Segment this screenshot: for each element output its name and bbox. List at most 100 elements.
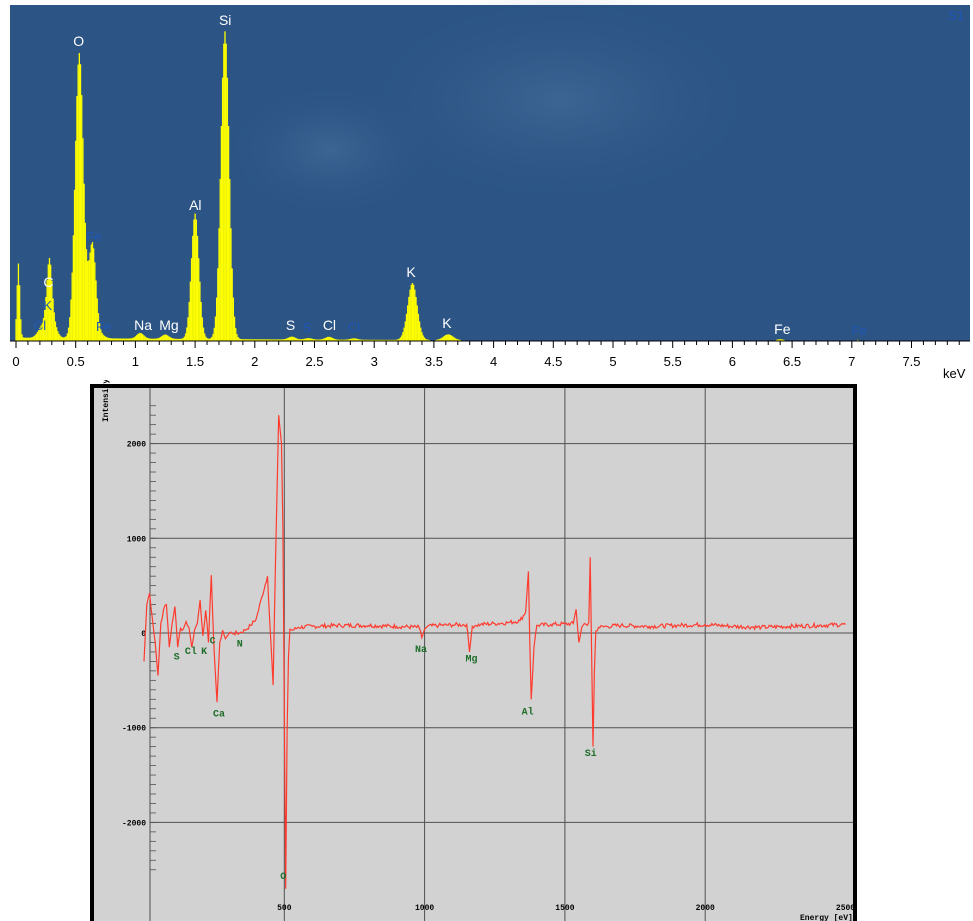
spectrum-bar (110, 338, 113, 341)
spectrum-bar (350, 338, 353, 341)
spectrum-bar (90, 244, 92, 341)
spectrum-bar (413, 284, 415, 341)
top-peak-label: K (43, 298, 52, 313)
spectrum-bar (331, 337, 334, 341)
spectrum-bar (58, 333, 60, 341)
spectrum-bar (361, 339, 363, 341)
spectrum-bar (241, 339, 243, 341)
spectrum-bar (50, 264, 52, 341)
spectrum-bar (20, 319, 22, 341)
bottom-element-label: Ca (213, 709, 225, 720)
bottom-element-label: C (210, 636, 216, 647)
spectrum-bar (24, 337, 27, 341)
spectrum-bar (417, 313, 420, 341)
bottom-series-line (143, 415, 846, 889)
spectrum-bar (71, 272, 73, 341)
spectrum-bar (39, 327, 41, 341)
spectrum-bar (319, 339, 322, 341)
spectrum-bar (261, 339, 263, 341)
spectrum-bar (410, 284, 412, 341)
spectrum-bar (201, 317, 203, 341)
spectrum-bar (857, 339, 859, 341)
top-x-tick-label: 5.5 (664, 354, 682, 369)
top-x-tick-label: 5 (609, 354, 616, 369)
spectrum-bar (70, 299, 72, 341)
spectrum-bar (192, 235, 194, 341)
spectrum-bar (411, 282, 414, 341)
spectrum-bar (299, 339, 301, 341)
spectrum-bar (383, 339, 385, 341)
spectrum-bar (403, 327, 405, 341)
spectrum-bar (458, 339, 460, 341)
top-peak-label: Fe (852, 323, 867, 338)
spectrum-bar (89, 252, 91, 341)
spectrum-bar (251, 339, 254, 341)
spectrum-bar (258, 339, 261, 341)
spectrum-bar (57, 331, 59, 341)
spectrum-bar (178, 338, 181, 341)
spectrum-bar (81, 95, 83, 341)
spectrum-bar (270, 339, 273, 341)
spectrum-bar (428, 339, 430, 341)
spectrum-bar (230, 228, 232, 341)
bottom-axis-ticks: 2000 1000 0 -1000 -2000 500 1000 1500 2000 2500 (122, 405, 855, 913)
bottom-element-label: Al (522, 706, 534, 718)
top-peak-label: Al (189, 197, 201, 213)
spectrum-bar (306, 338, 309, 341)
spectrum-bar (119, 338, 121, 341)
spectrum-bar (75, 140, 77, 341)
bottom-element-label: K (201, 647, 207, 658)
spectrum-bar (149, 338, 151, 341)
spectrum-bar (140, 333, 143, 341)
spectrum-bar (445, 334, 447, 341)
top-x-tick-label: 2.5 (305, 354, 323, 369)
energy-spectrum-chart: 2000 1000 0 -1000 -2000 500 1000 1500 2000 2500 S… (90, 380, 857, 921)
spectrum-bar (52, 298, 54, 341)
spectrum-bar (370, 339, 372, 341)
top-peak-label: K (406, 264, 416, 280)
top-x-tick-label: 3.5 (425, 354, 443, 369)
spectrum-bar (218, 228, 220, 341)
top-x-tick-label: 1 (132, 354, 139, 369)
spectrum-bar (113, 338, 115, 341)
spectrum-bar (273, 339, 275, 341)
spectrum-bar (347, 339, 349, 341)
bottom-x-axis-label: Energy [eV] (800, 914, 853, 921)
spectrum-bar (59, 335, 61, 341)
spectrum-bar (372, 339, 374, 341)
spectrum-bar (229, 178, 231, 341)
spectrum-bar (79, 64, 82, 341)
spectrum-bar (367, 339, 369, 341)
top-peak-label: Si (219, 12, 231, 28)
spectrum-bar (324, 337, 326, 341)
spectrum-bar (128, 338, 131, 341)
spectrum-bar (439, 338, 441, 341)
spectrum-bar (337, 339, 340, 341)
spectrum-bar (266, 339, 268, 341)
spectrum-bar (297, 338, 299, 341)
spectrum-bar (397, 339, 399, 341)
spectrum-bar (53, 312, 55, 341)
spectrum-bar (393, 339, 396, 341)
spectrum-bar (164, 334, 166, 341)
top-peak-label: O (73, 33, 84, 49)
spectrum-bar (212, 333, 214, 341)
spectrum-bar (444, 335, 446, 341)
spectrum-bar (101, 332, 103, 341)
top-corner-label: S1 (948, 8, 964, 23)
spectrum-bar (436, 339, 439, 341)
spectrum-bar (141, 334, 144, 341)
spectrum-bar (330, 337, 332, 341)
top-peak-label: Cl (34, 318, 46, 333)
spectrum-bar (355, 338, 357, 341)
spectrum-bar (359, 339, 361, 341)
spectrum-bar (30, 337, 33, 341)
spectrum-bar (120, 338, 122, 341)
spectrum-bar (418, 321, 421, 341)
spectrum-bar (21, 334, 23, 341)
spectrum-bar (16, 285, 18, 341)
spectrum-bar (237, 337, 239, 341)
spectrum-bar (274, 339, 276, 341)
spectrum-bar (131, 338, 133, 341)
spectrum-bar (421, 332, 423, 341)
